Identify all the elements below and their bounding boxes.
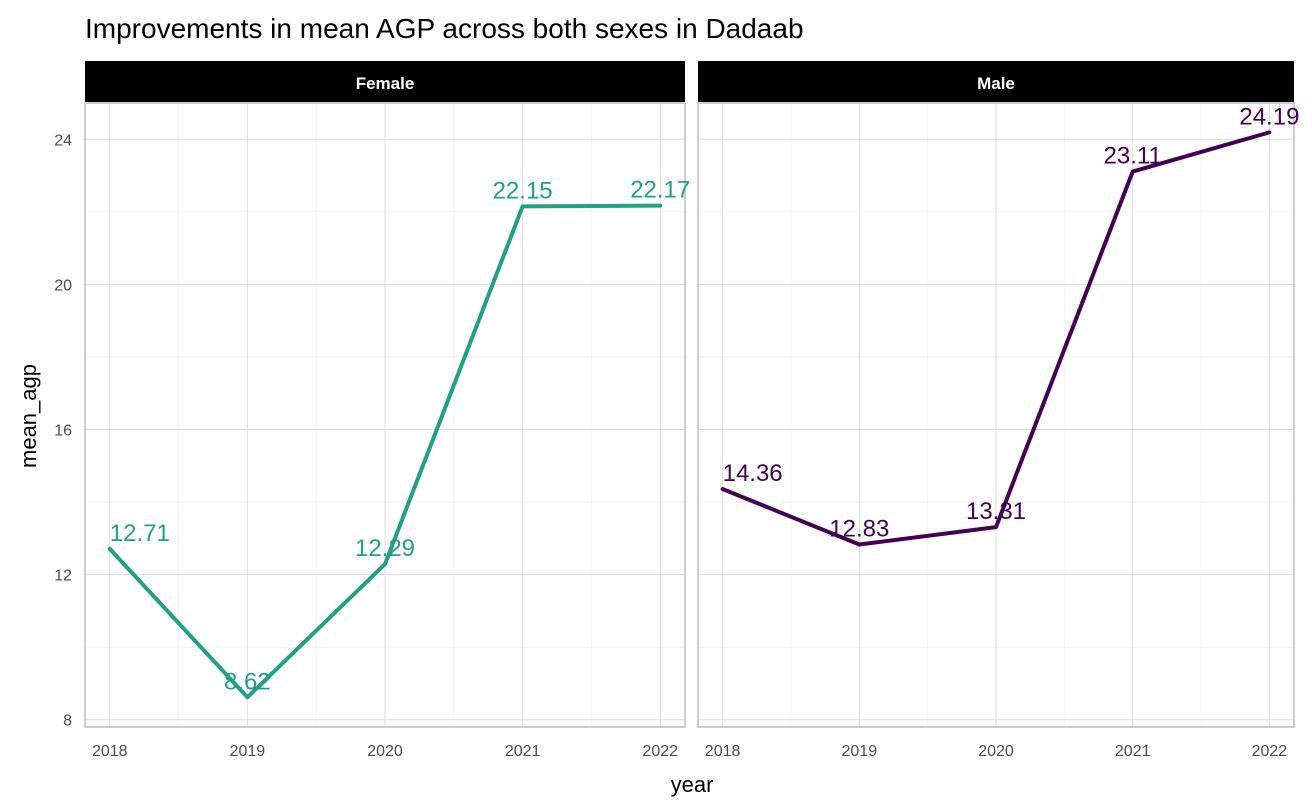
data-label: 13.31 xyxy=(966,498,1026,525)
x-tick-label: 2021 xyxy=(505,743,541,760)
x-tick-label: 2021 xyxy=(1115,743,1151,760)
panel-border xyxy=(697,102,1295,728)
x-tick-label: 2018 xyxy=(705,743,741,760)
data-label: 22.15 xyxy=(493,177,553,204)
data-label: 8.62 xyxy=(224,668,271,695)
facet-strip-label: Female xyxy=(356,74,415,93)
data-label: 12.71 xyxy=(110,520,170,547)
x-tick-label: 2020 xyxy=(978,743,1014,760)
facet-strip xyxy=(698,61,1294,102)
x-tick-label: 2022 xyxy=(1252,743,1288,760)
y-axis-ticks: 8 12 16 20 24 xyxy=(54,132,72,729)
data-label: 12.29 xyxy=(355,535,415,562)
x-axis-title: year xyxy=(671,772,714,797)
data-label: 14.36 xyxy=(723,460,783,487)
x-tick-label: 2018 xyxy=(92,743,128,760)
y-tick-label: 16 xyxy=(54,423,72,440)
data-label: 23.11 xyxy=(1104,143,1162,170)
data-label: 22.17 xyxy=(630,177,690,204)
facet-panels: Female 2018 2019 2020 2021 2022 12.71 8.62 12.29… xyxy=(84,61,1299,760)
x-tick-label: 2022 xyxy=(642,743,678,760)
x-tick-label: 2019 xyxy=(230,743,266,760)
facet-panel-male: Male 2018 2019 2020 2021 2022 14.36 12.83 13.31 2… xyxy=(697,61,1299,760)
series-line-female xyxy=(107,203,663,700)
facet-strip-label: Male xyxy=(977,74,1015,93)
facet-strip xyxy=(85,61,685,102)
x-tick-label: 2020 xyxy=(367,743,403,760)
panel-border xyxy=(84,102,686,728)
data-label: 12.83 xyxy=(829,516,889,543)
y-tick-label: 24 xyxy=(54,132,72,149)
y-tick-label: 12 xyxy=(54,568,72,585)
series-line-male xyxy=(720,130,1272,547)
chart-title: Improvements in mean AGP across both sex… xyxy=(85,13,804,44)
data-label: 24.19 xyxy=(1239,103,1299,130)
facet-panel-female: Female 2018 2019 2020 2021 2022 12.71 8.62 12.29… xyxy=(84,61,690,760)
y-tick-label: 20 xyxy=(54,277,72,294)
y-tick-label: 8 xyxy=(63,713,72,730)
y-axis-title: mean_agp xyxy=(16,364,41,468)
x-tick-label: 2019 xyxy=(842,743,878,760)
